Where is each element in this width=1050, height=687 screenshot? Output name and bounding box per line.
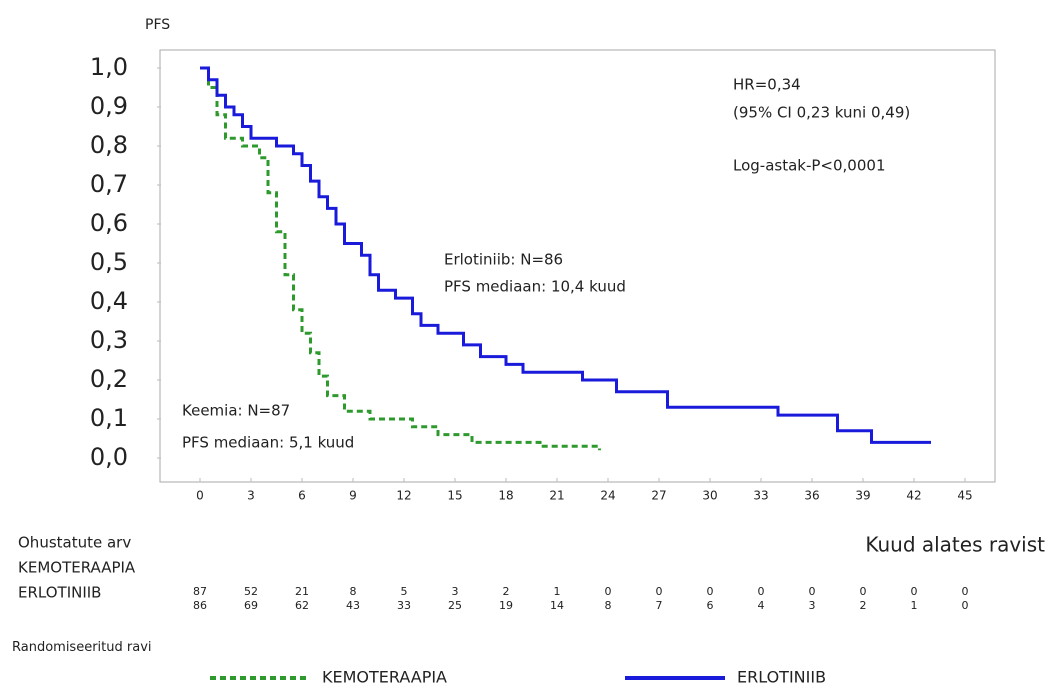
risk-count: 2 [503, 585, 510, 598]
risk-count: 52 [244, 585, 258, 598]
x-tick-label: 45 [957, 489, 972, 503]
risk-count: 25 [448, 599, 462, 612]
risk-count: 2 [860, 599, 867, 612]
annotation: PFS mediaan: 10,4 kuud [444, 278, 626, 296]
y-axis-label: PFS [145, 17, 170, 33]
risk-count: 6 [707, 599, 714, 612]
x-tick-label: 12 [396, 489, 411, 503]
risk-count: 33 [397, 599, 411, 612]
risk-count: 0 [656, 585, 663, 598]
risk-count: 0 [707, 585, 714, 598]
x-tick-label: 33 [753, 489, 768, 503]
risk-row-label: KEMOTERAAPIA [18, 559, 136, 577]
x-tick-label: 21 [549, 489, 564, 503]
risk-table-title: Ohustatute arv [18, 534, 131, 552]
x-tick-label: 39 [855, 489, 870, 503]
y-tick-label: 1,0 [90, 53, 128, 81]
y-tick-label: 0,9 [90, 92, 128, 120]
risk-count: 3 [452, 585, 459, 598]
annotation: Keemia: N=87 [182, 402, 290, 420]
risk-count: 0 [911, 585, 918, 598]
x-tick-label: 0 [196, 489, 204, 503]
risk-count: 0 [962, 585, 969, 598]
risk-count: 0 [758, 585, 765, 598]
annotation: Erlotiniib: N=86 [444, 251, 563, 269]
x-tick-label: 36 [804, 489, 819, 503]
y-tick-label: 0,3 [90, 326, 128, 354]
y-tick-label: 0,4 [90, 287, 128, 315]
legend-title-box: Randomiseeritud ravi [12, 640, 152, 655]
risk-count: 14 [550, 599, 564, 612]
legend-label: ERLOTINIIB [737, 668, 826, 687]
x-tick-label: 42 [906, 489, 921, 503]
risk-count: 43 [346, 599, 360, 612]
y-tick-label: 0,1 [90, 404, 128, 432]
y-tick-label: 0,5 [90, 248, 128, 276]
risk-count: 7 [656, 599, 663, 612]
plot-frame [159, 49, 996, 483]
y-tick-label: 0,2 [90, 365, 128, 393]
risk-count: 87 [193, 585, 207, 598]
annotation: HR=0,34 [733, 76, 801, 94]
risk-count: 86 [193, 599, 207, 612]
x-tick-label: 9 [349, 489, 357, 503]
risk-count: 19 [499, 599, 513, 612]
risk-count: 1 [911, 599, 918, 612]
x-tick-label: 15 [447, 489, 462, 503]
annotation: PFS mediaan: 5,1 kuud [182, 434, 354, 452]
risk-count: 8 [350, 585, 357, 598]
risk-row-label: ERLOTINIIB [18, 584, 101, 602]
risk-count: 4 [758, 599, 765, 612]
risk-count: 69 [244, 599, 258, 612]
risk-count: 5 [401, 585, 408, 598]
risk-count: 62 [295, 599, 309, 612]
y-tick-label: 0,6 [90, 209, 128, 237]
risk-count: 0 [962, 599, 969, 612]
x-tick-label: 30 [702, 489, 717, 503]
risk-count: 3 [809, 599, 816, 612]
y-tick-label: 0,7 [90, 170, 128, 198]
risk-count: 0 [605, 585, 612, 598]
x-tick-label: 3 [247, 489, 255, 503]
y-tick-label: 0,8 [90, 131, 128, 159]
risk-count: 0 [809, 585, 816, 598]
x-axis-label: Kuud alates ravist [865, 533, 1045, 557]
risk-count: 8 [605, 599, 612, 612]
x-tick-label: 27 [651, 489, 666, 503]
legend-label: KEMOTERAAPIA [322, 668, 447, 687]
survival-curve [200, 66, 931, 444]
annotation: Log-astak-P<0,0001 [733, 157, 885, 175]
x-tick-label: 6 [298, 489, 306, 503]
risk-count: 21 [295, 585, 309, 598]
legend-title: Randomiseeritud ravi [12, 640, 152, 655]
y-tick-label: 0,0 [90, 443, 128, 471]
x-tick-label: 24 [600, 489, 615, 503]
risk-count: 0 [860, 585, 867, 598]
x-tick-label: 18 [498, 489, 513, 503]
risk-count: 1 [554, 585, 561, 598]
annotation: (95% CI 0,23 kuni 0,49) [733, 104, 910, 122]
